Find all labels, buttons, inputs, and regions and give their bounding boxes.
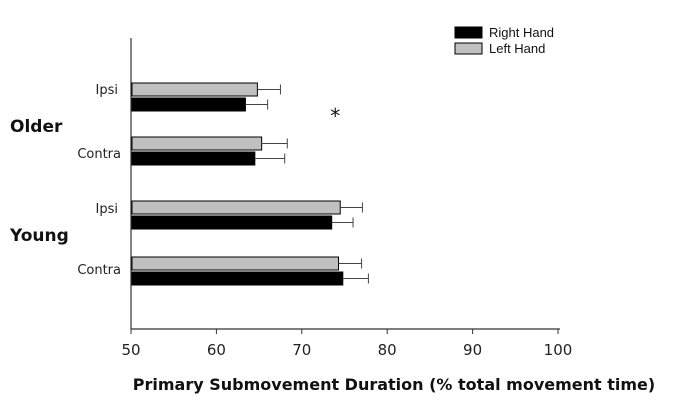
x-tick-label: 70 xyxy=(292,341,311,359)
x-tick-label: 80 xyxy=(378,341,397,359)
annotations: * xyxy=(330,104,340,128)
chart-axes xyxy=(130,38,560,330)
bar-right-hand xyxy=(131,215,333,230)
category-label: Contra xyxy=(77,147,121,162)
x-tick-label: 60 xyxy=(207,341,226,359)
legend-swatch-right-hand xyxy=(454,26,483,39)
legend-swatch-left-hand xyxy=(454,42,483,55)
x-tick-label: 100 xyxy=(544,341,573,359)
category-label: Ipsi xyxy=(96,202,118,217)
bar-left-hand xyxy=(131,256,340,271)
x-axis-label: Primary Submovement Duration (% total mo… xyxy=(133,375,655,394)
group-label: Older xyxy=(10,117,63,137)
group-label: Young xyxy=(9,226,69,246)
category-label: Ipsi xyxy=(96,83,118,98)
bar-right-hand xyxy=(131,151,256,166)
bar-right-hand xyxy=(131,97,246,112)
bar-left-hand xyxy=(131,200,341,215)
significance-marker: * xyxy=(330,104,340,128)
category-label: Contra xyxy=(77,263,121,278)
x-tick-label: 90 xyxy=(463,341,482,359)
chart-bars xyxy=(131,82,344,286)
group-labels: Older Young xyxy=(9,117,69,246)
error-bars xyxy=(245,84,369,284)
bar-left-hand xyxy=(131,82,258,97)
x-axis-ticks: 50 60 70 80 90 100 xyxy=(121,329,572,359)
x-tick-label: 50 xyxy=(121,341,140,359)
category-labels: Ipsi Contra Ipsi Contra xyxy=(77,83,121,278)
legend-label: Left Hand xyxy=(489,41,545,56)
legend-label: Right Hand xyxy=(489,25,554,40)
bar-right-hand xyxy=(131,271,344,286)
bar-left-hand xyxy=(131,136,263,151)
